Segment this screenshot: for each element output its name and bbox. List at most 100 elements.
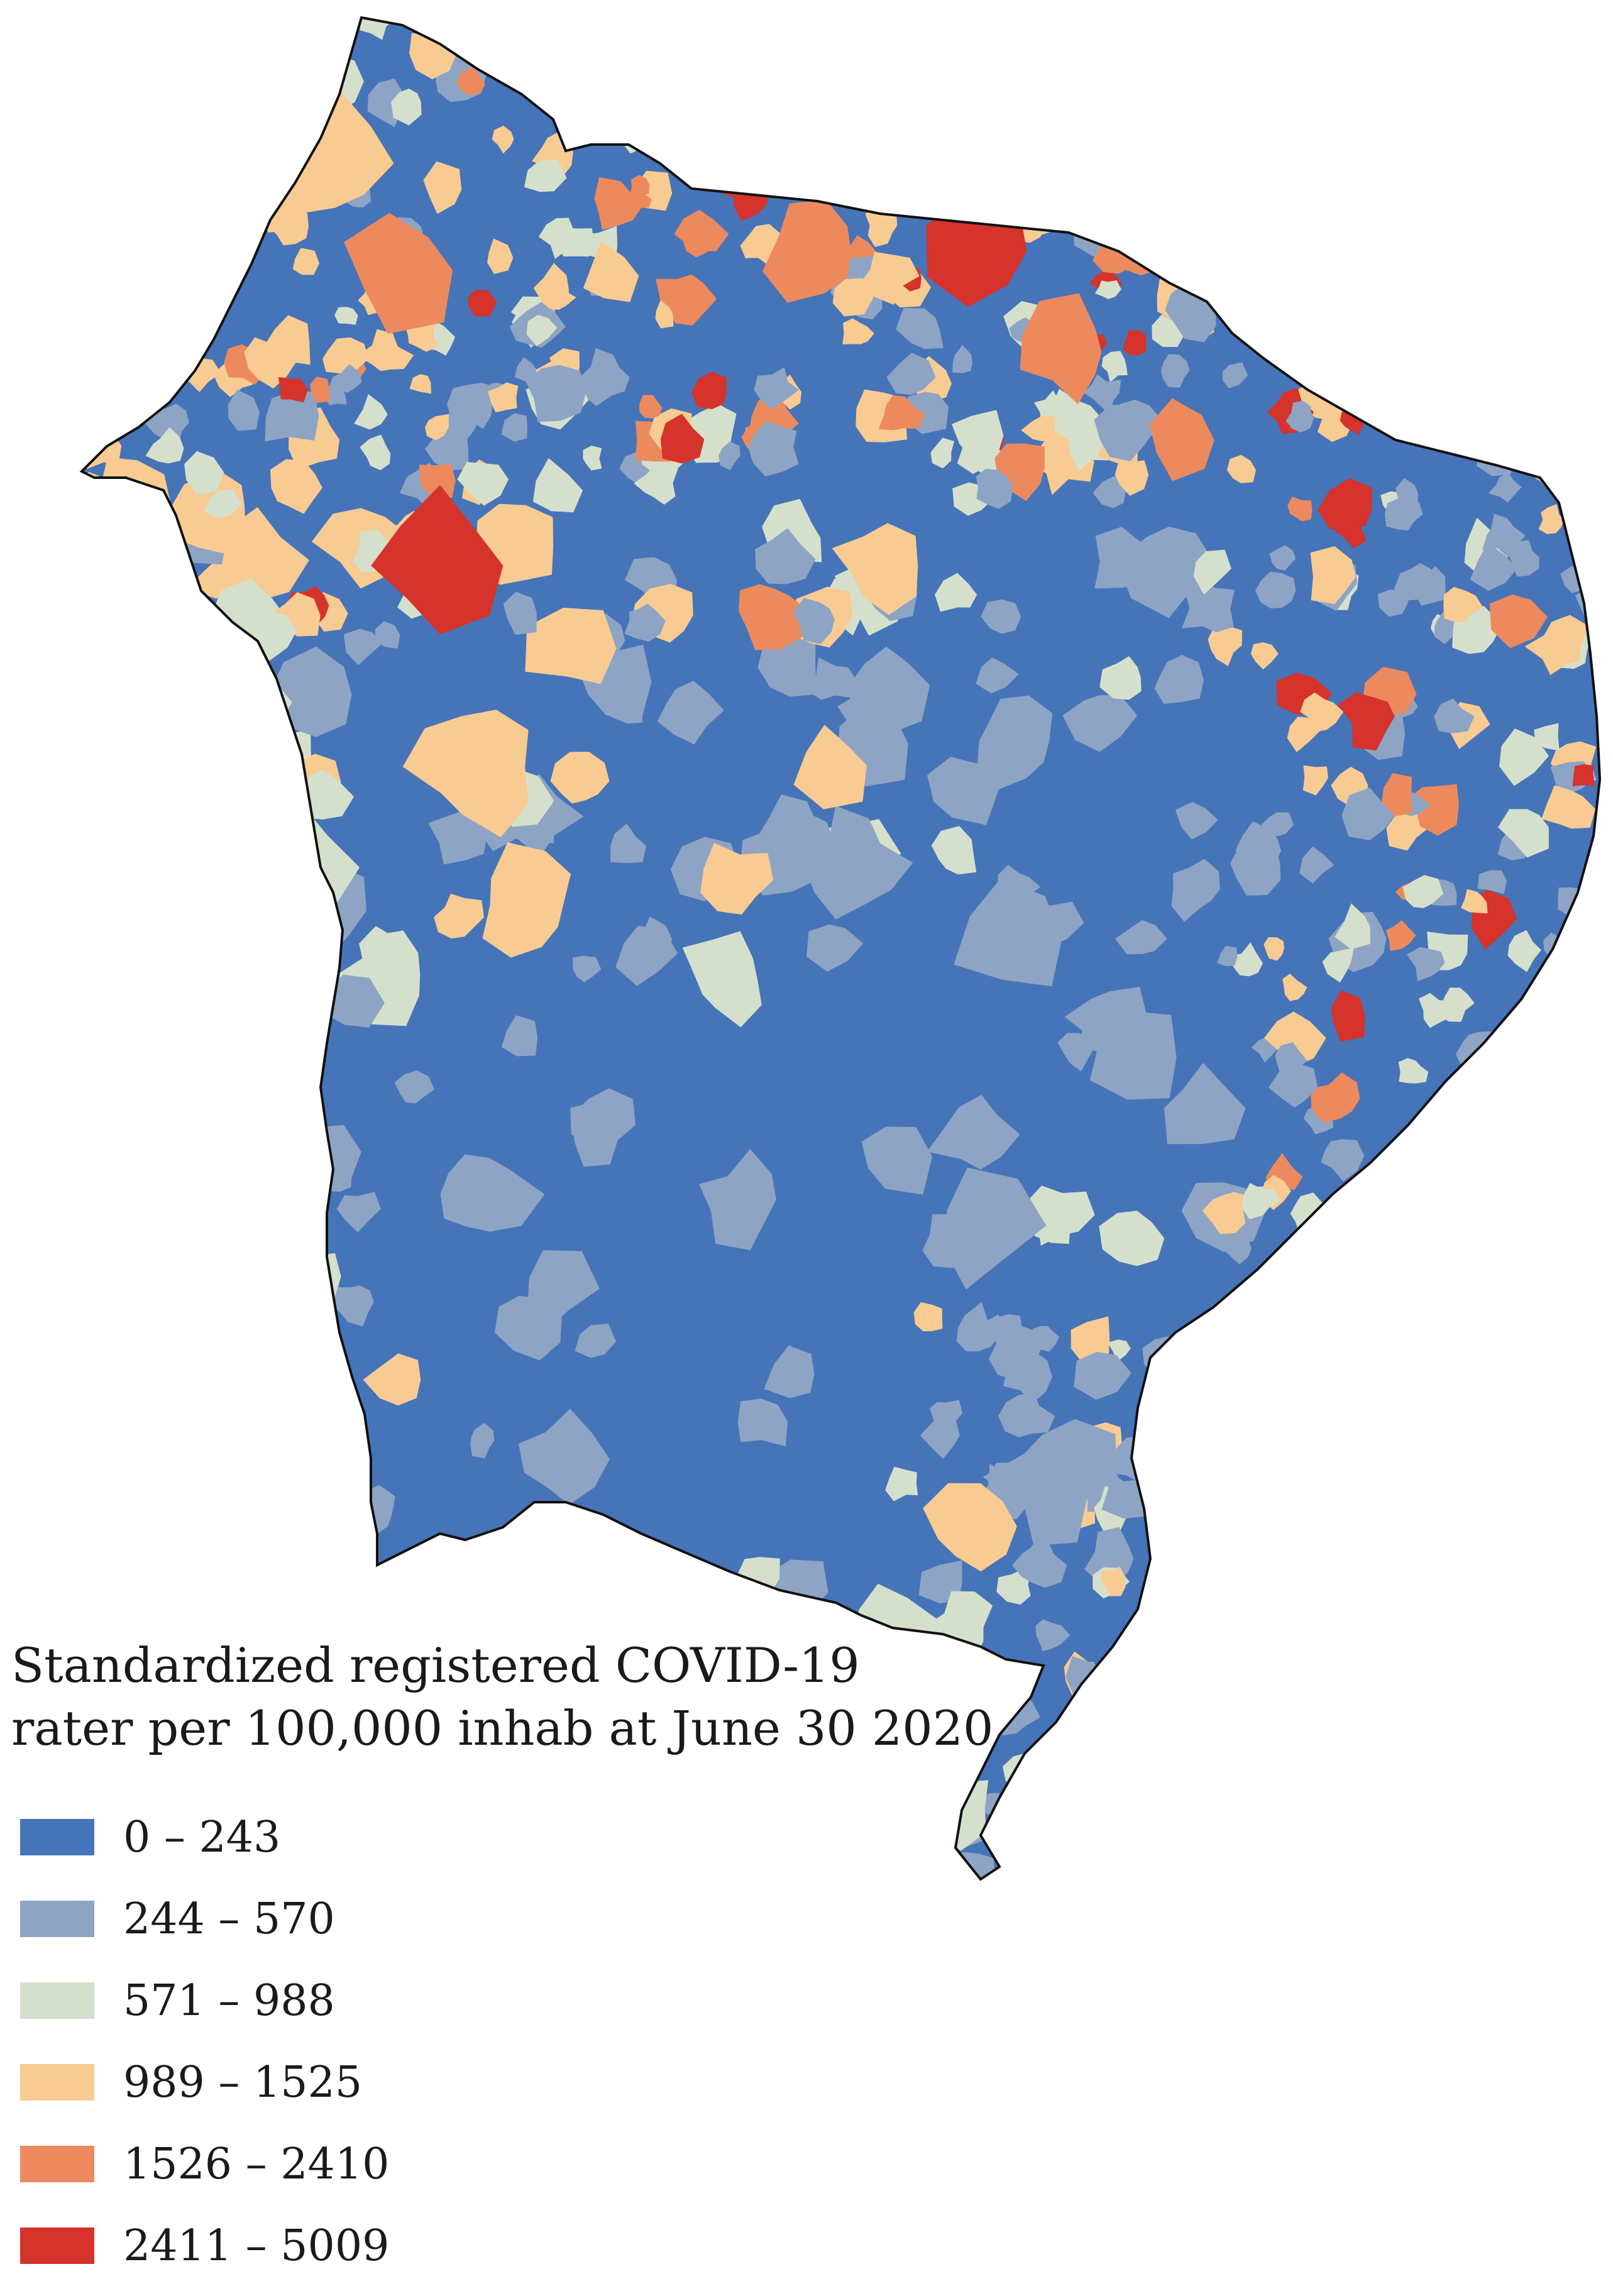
- municipality-area: [1276, 1262, 1313, 1299]
- municipality-area: [1116, 1729, 1177, 1790]
- municipality-area: [1594, 120, 1600, 148]
- municipality-area: [1051, 1771, 1093, 1803]
- municipality-area: [1406, 947, 1445, 982]
- municipality-area: [1541, 1004, 1590, 1041]
- municipality-area: [394, 1070, 434, 1104]
- municipality-area: [470, 1422, 495, 1458]
- municipality-area: [1059, 1737, 1120, 1791]
- municipality-area: [550, 752, 610, 804]
- municipality-area: [104, 394, 129, 421]
- municipality-area: [1419, 993, 1454, 1028]
- municipality-area: [1128, 216, 1181, 268]
- municipality-area: [275, 113, 319, 155]
- municipality-area: [887, 48, 941, 94]
- municipality-area: [1274, 1470, 1296, 1490]
- municipality-area: [169, 1493, 250, 1551]
- municipality-area: [140, 698, 219, 797]
- municipality-area: [1263, 937, 1284, 961]
- municipality-area: [1461, 889, 1488, 914]
- municipality-area: [1156, 1376, 1190, 1405]
- municipality-area: [123, 571, 155, 600]
- municipality-area: [1449, 388, 1473, 415]
- municipality-area: [1519, 1513, 1543, 1535]
- municipality-area: [1529, 1513, 1567, 1559]
- municipality-area: [1434, 1141, 1463, 1170]
- municipality-area: [1180, 1752, 1204, 1779]
- municipality-area: [179, 279, 226, 323]
- municipality-area: [1480, 1159, 1512, 1185]
- municipality-area: [1127, 1781, 1165, 1828]
- municipality-area: [1490, 1195, 1547, 1241]
- municipality-area: [423, 161, 462, 214]
- municipality-area: [1333, 1465, 1384, 1512]
- municipality-area: [526, 314, 558, 346]
- municipality-area: [184, 451, 224, 495]
- municipality-area: [1417, 1801, 1445, 1824]
- municipality-area: [82, 127, 118, 168]
- municipality-area: [391, 89, 422, 126]
- municipality-area: [160, 612, 238, 689]
- municipality-area: [1485, 233, 1511, 259]
- municipality-area: [1401, 1463, 1467, 1505]
- municipality-area: [121, 93, 158, 140]
- municipality-area: [1261, 812, 1294, 837]
- municipality-area: [642, 916, 672, 957]
- municipality-area: [878, 395, 925, 431]
- municipality-area: [1175, 801, 1218, 840]
- municipality-area: [754, 367, 800, 409]
- municipality-area: [179, 279, 226, 323]
- municipality-area: [1577, 1299, 1600, 1363]
- municipality-area: [1541, 785, 1596, 829]
- municipality-area: [1106, 1711, 1151, 1764]
- municipality-area: [1436, 73, 1467, 108]
- municipality-area: [253, 130, 305, 186]
- municipality-area: [1316, 1544, 1347, 1574]
- municipality-area: [583, 241, 639, 302]
- municipality-area: [1184, 209, 1224, 261]
- municipality-area: [1181, 581, 1235, 633]
- municipality-area: [1182, 1505, 1203, 1537]
- municipality-area: [1436, 73, 1467, 108]
- municipality-area: [1101, 1566, 1126, 1596]
- municipality-area: [87, 215, 111, 246]
- municipality-area: [149, 969, 214, 1024]
- municipality-area: [923, 18, 961, 52]
- municipality-area: [1021, 416, 1056, 441]
- municipality-area: [1353, 1441, 1402, 1502]
- municipality-area: [1385, 1460, 1409, 1485]
- municipality-area: [1416, 1541, 1469, 1603]
- municipality-area: [865, 79, 898, 114]
- municipality-area: [1497, 1090, 1526, 1119]
- municipality-area: [1535, 1489, 1575, 1542]
- municipality-area: [1152, 314, 1186, 348]
- municipality-area: [1181, 69, 1211, 101]
- municipality-area: [1275, 61, 1299, 81]
- municipality-area: [1099, 656, 1142, 700]
- municipality-area: [1566, 74, 1600, 111]
- municipality-area: [371, 485, 504, 635]
- municipality-area: [754, 60, 780, 89]
- municipality-area: [1289, 1241, 1314, 1261]
- municipality-area: [1451, 90, 1474, 113]
- municipality-area: [1262, 253, 1316, 301]
- municipality-area: [1138, 1643, 1187, 1689]
- municipality-area: [1433, 43, 1458, 69]
- municipality-area: [1274, 1393, 1312, 1429]
- municipality-area: [755, 528, 816, 585]
- municipality-area: [994, 173, 1040, 229]
- municipality-area: [1416, 1541, 1469, 1603]
- municipality-area: [1066, 62, 1109, 101]
- municipality-area: [832, 523, 918, 615]
- municipality-area: [1177, 1380, 1207, 1406]
- municipality-area: [1096, 1697, 1134, 1730]
- municipality-area: [145, 710, 189, 744]
- municipality-area: [1359, 1367, 1403, 1415]
- municipality-area: [538, 217, 579, 260]
- legend-title-line-1: Standardized registered COVID-19: [11, 1637, 860, 1693]
- municipality-area: [639, 395, 663, 419]
- municipality-area: [82, 754, 107, 799]
- municipality-area: [149, 18, 209, 42]
- map-svg: [79, 16, 1602, 1881]
- municipality-area: [434, 893, 485, 939]
- municipality-area: [253, 130, 305, 186]
